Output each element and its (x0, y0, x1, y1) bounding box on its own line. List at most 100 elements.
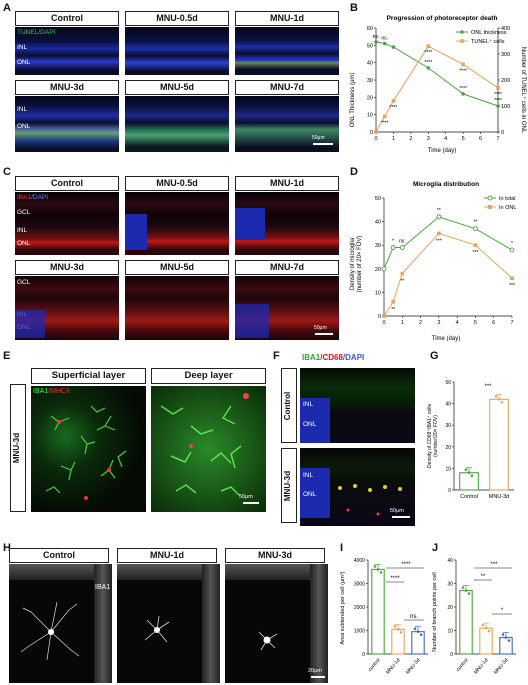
data-point (437, 231, 441, 236)
data-point (472, 226, 478, 232)
panel-c-image-mnu-3d: GCL INL ONL (15, 276, 119, 340)
panel-f-scale-bar (392, 516, 410, 518)
data-label: **** (459, 68, 467, 74)
panel-a-layer-inl-2: INL (17, 106, 28, 113)
y-tick-label: 30 (447, 582, 453, 588)
panel-label-f: F (273, 350, 280, 362)
panel-h-image-mnu-3d: 20μm (225, 564, 328, 683)
x-tick-label: 2 (419, 320, 422, 326)
x-tick-label: MNU-3d (493, 657, 510, 675)
y-tick-label: 40 (445, 402, 451, 408)
y-tick-label: 60 (367, 26, 373, 32)
panel-d-xlabel: Time (day) (432, 336, 460, 342)
panel-b-title: Progression of photoreceptor death (387, 15, 498, 22)
panel-c-header-mnu-7d: MNU-7d (235, 260, 339, 275)
x-tick-label: 5 (474, 320, 477, 326)
panel-g-ylabel2: (number/20× FOV) (433, 415, 439, 457)
panel-a-header-mnu-1d: MNU-1d (235, 11, 339, 26)
data-dot (419, 633, 423, 636)
y-tick-label: 10 (447, 629, 453, 635)
data-point (496, 104, 500, 108)
y-tick-label: 2000 (354, 605, 365, 611)
y-tick-label: 40 (447, 558, 453, 564)
panel-f-side-box-mnu (281, 448, 297, 523)
data-dot (464, 589, 468, 592)
legend-marker-onl-d (488, 205, 492, 209)
panel-c-layer-onl: ONL (17, 240, 31, 247)
data-point (374, 130, 378, 134)
panel-label-g: G (430, 350, 439, 362)
panel-e-scale-text: 50μm (239, 494, 253, 500)
bar-1 (479, 627, 493, 655)
panel-i-ylabel: Area subtended per cell (μm²) (340, 571, 346, 644)
data-dot (416, 630, 420, 633)
data-point (390, 245, 396, 251)
panel-h-scale-text: 20μm (308, 668, 322, 674)
data-label: * (392, 239, 394, 245)
data-label: *** (509, 283, 515, 289)
data-point (381, 266, 387, 272)
panel-f-stain-cd68: /CD68 (320, 353, 343, 362)
data-dot (470, 474, 474, 478)
panel-label-d: D (350, 166, 358, 178)
panel-a-image-control: TUNEL/DAPI INL ONL (15, 27, 119, 75)
panel-h-image-mnu-1d (117, 564, 220, 683)
panel-g-plot-area: 0 10 20 30 40 50 Control MNU-3d (445, 380, 514, 500)
y-tick-label: 50 (367, 43, 373, 49)
panel-e-cells-superficial (45, 405, 127, 500)
data-label: **** (494, 92, 502, 98)
panel-c-image-mnu-1d (235, 192, 339, 255)
y-tick-label-right: 300 (501, 52, 510, 58)
panel-b-xlabel: Time (day) (428, 148, 456, 154)
panel-d-ylabel: Density of microglia (350, 237, 356, 290)
panel-a-image-mnu-5d (125, 96, 229, 152)
panel-c-header-mnu-5d: MNU-5d (125, 260, 229, 275)
panel-f-layer-onl-2: ONL (303, 491, 317, 498)
data-label: *** (473, 250, 479, 256)
data-point (496, 86, 500, 90)
panel-g-ylabel: Density of CD68⁺IBA1⁺ cells (427, 404, 433, 468)
x-tick-label: 0 (374, 136, 377, 142)
panel-a-image-mnu-3d: INL ONL (15, 96, 119, 152)
y-tick-label: 0 (362, 652, 365, 658)
x-tick-label: MNU-3d (405, 657, 422, 675)
panel-f-side-label-mnu: MNU-3d (283, 470, 292, 502)
bar-2 (411, 631, 425, 655)
data-dot (497, 397, 501, 401)
panel-b-ylabel-right: Number of TUNEL⁺ cells in ONL (520, 47, 527, 134)
panel-i-sig-2: ns. (410, 614, 418, 620)
panel-a-image-mnu-05d (125, 27, 229, 75)
panel-c-dapi-block-2 (235, 208, 265, 240)
panel-label-c: C (3, 166, 11, 178)
data-point (461, 92, 465, 96)
panel-d-ylabel2: (number of 20× FOV) (357, 236, 363, 293)
panel-label-a: A (3, 2, 11, 14)
data-dot (376, 568, 380, 571)
series-line-0 (383, 216, 513, 269)
data-point (391, 300, 395, 304)
bar-2 (499, 637, 513, 655)
panel-a-stain-tunel: TUNEL/DAPI (17, 29, 55, 36)
data-dot (464, 468, 468, 472)
series-line-0 (375, 41, 499, 107)
data-point (461, 62, 465, 67)
x-tick-label: Control (460, 494, 478, 500)
panel-label-b: B (350, 2, 358, 14)
panel-h-header-mnu-1d: MNU-1d (117, 548, 217, 563)
panel-a-layer-onl-2: ONL (17, 123, 31, 130)
panel-d-chart: Microglia distribution Density of microg… (350, 181, 516, 342)
panel-c-header-mnu-3d: MNU-3d (15, 260, 119, 275)
panel-h-stain: IBA1 (95, 584, 111, 591)
y-tick-label: 40 (367, 61, 373, 67)
panel-c-header-mnu-05d: MNU-0.5d (125, 176, 229, 191)
panel-e-cells-deep (160, 393, 249, 496)
data-point (509, 247, 515, 253)
y-tick-label: 30 (445, 423, 451, 429)
x-tick-label: 3 (427, 136, 430, 142)
panel-f-image-control: INL ONL (300, 368, 415, 443)
panel-c-dapi-block (125, 214, 147, 250)
x-tick-label: 4 (456, 320, 459, 326)
panel-h-cell-control (20, 601, 80, 661)
panel-h-cell-mnu-1d (144, 615, 170, 643)
